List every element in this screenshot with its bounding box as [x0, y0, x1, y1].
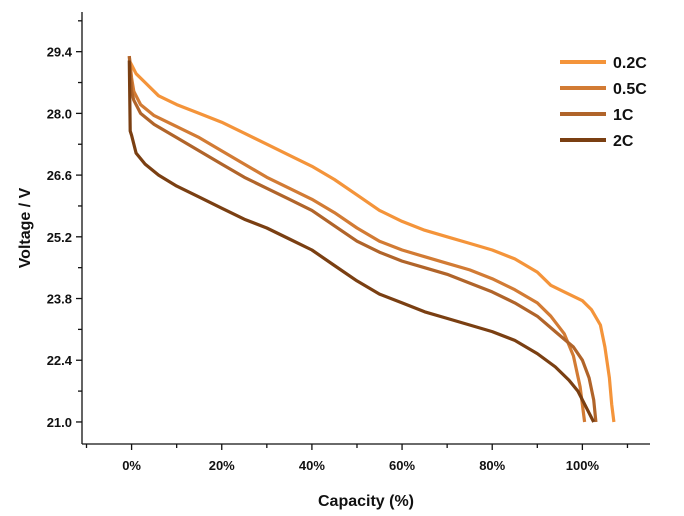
legend: 0.2C 0.5C 1C 2C: [560, 55, 647, 150]
series-line-2C: [127, 60, 596, 423]
y-tick-label: 29.4: [47, 45, 73, 60]
legend-label: 0.2C: [613, 55, 647, 72]
x-tick-label: 40%: [299, 458, 325, 473]
y-tick-label: 23.8: [47, 292, 72, 307]
axes: 0% 20% 40% 60% 80% 100% 21.0 22.4 23.8 25.2 26.6 28…: [47, 12, 650, 473]
x-tick-label: 0%: [122, 458, 141, 473]
legend-label: 1C: [613, 107, 634, 124]
y-tick-label: 26.6: [47, 168, 72, 183]
y-tick-label: 25.2: [47, 230, 72, 245]
series-line-0.5C: [127, 55, 587, 423]
legend-label: 2C: [613, 133, 634, 150]
x-tick-label: 20%: [209, 458, 235, 473]
series-line-1C: [127, 55, 598, 423]
x-tick-label: 100%: [566, 458, 600, 473]
y-axis-title: Voltage / V: [17, 187, 34, 268]
series-lines: [127, 55, 616, 423]
x-axis-title: Capacity (%): [318, 493, 414, 510]
y-tick-label: 22.4: [47, 353, 73, 368]
y-tick-label: 21.0: [47, 415, 72, 430]
x-tick-label: 80%: [479, 458, 505, 473]
series-line-0.2C: [127, 59, 616, 423]
y-tick-label: 28.0: [47, 106, 72, 121]
legend-label: 0.5C: [613, 81, 647, 98]
x-tick-label: 60%: [389, 458, 415, 473]
